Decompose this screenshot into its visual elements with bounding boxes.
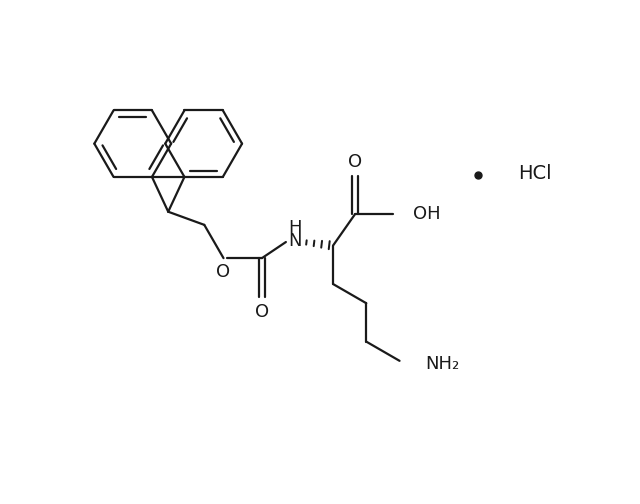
Text: H: H xyxy=(289,219,302,237)
Text: N: N xyxy=(289,232,302,250)
Text: O: O xyxy=(348,153,362,171)
Text: O: O xyxy=(216,263,230,281)
Text: NH₂: NH₂ xyxy=(426,355,460,373)
Text: HCl: HCl xyxy=(518,164,552,183)
Text: OH: OH xyxy=(413,205,441,223)
Text: O: O xyxy=(255,303,269,321)
